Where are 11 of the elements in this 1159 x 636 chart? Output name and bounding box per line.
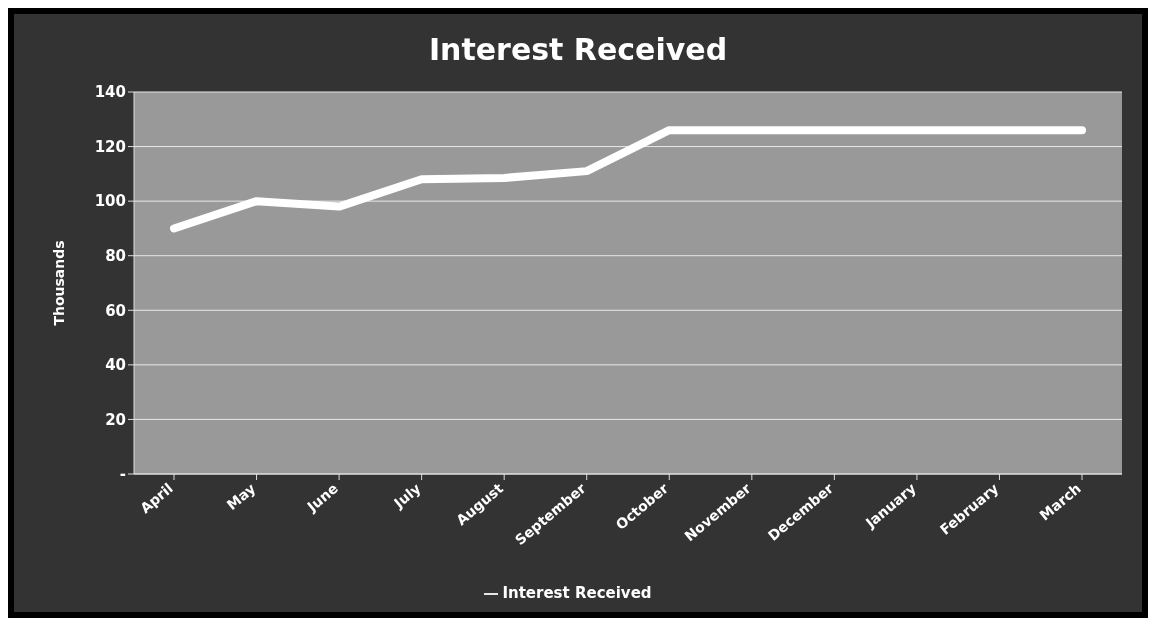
y-tick-label: 60 bbox=[105, 301, 126, 320]
y-tick-label: 100 bbox=[94, 192, 126, 211]
chart-title: Interest Received bbox=[427, 31, 729, 69]
legend-label: Interest Received bbox=[502, 584, 652, 602]
y-axis-title: Thousands bbox=[50, 240, 67, 326]
y-tick-label: 140 bbox=[94, 83, 126, 102]
y-tick-label: 20 bbox=[105, 410, 126, 429]
y-tick-label: - bbox=[119, 465, 126, 484]
y-tick-label: 80 bbox=[105, 247, 126, 266]
y-tick-label: 120 bbox=[94, 137, 126, 156]
y-tick-label: 40 bbox=[105, 356, 126, 375]
